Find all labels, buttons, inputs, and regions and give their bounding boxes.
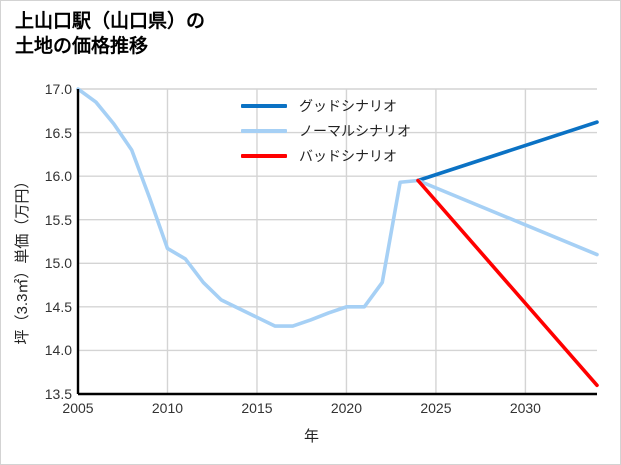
legend-item-label: バッドシナリオ	[299, 147, 397, 164]
legend-color-swatch	[241, 128, 287, 133]
series-lines	[76, 87, 599, 388]
series-line	[416, 178, 599, 388]
legend-item-label: グッドシナリオ	[299, 97, 397, 114]
legend-item[interactable]: グッドシナリオ	[241, 93, 411, 118]
legend-color-swatch	[241, 153, 287, 158]
y-axis-title: 坪（3.3㎡）単価（万円）	[1, 1, 31, 345]
x-tick-label: 2030	[509, 400, 541, 416]
x-tick-label: 2020	[330, 400, 363, 416]
y-tick-label: 15.0	[44, 255, 72, 272]
x-tick-label: 2005	[62, 400, 94, 416]
x-tick-label: 2010	[151, 400, 184, 416]
legend-item[interactable]: バッドシナリオ	[241, 143, 411, 168]
chart-legend: グッドシナリオ ノーマルシナリオ バッドシナリオ	[241, 93, 411, 168]
legend-color-swatch	[241, 103, 287, 108]
y-tick-label: 16.5	[44, 124, 72, 141]
y-tick-label: 17.0	[44, 81, 72, 97]
y-tick-label: 16.0	[44, 168, 72, 185]
gridlines	[77, 88, 597, 395]
y-axis-title-text: 坪（3.3㎡）単価（万円）	[14, 173, 31, 345]
series-line	[416, 120, 599, 183]
x-axis-title: 年	[303, 428, 319, 445]
series-line	[76, 87, 420, 328]
x-tick-label: 2015	[241, 400, 273, 416]
y-tick-label: 14.0	[44, 342, 72, 359]
x-tick-label: 2025	[420, 400, 452, 416]
page-title: 上山口駅（山口県）の 土地の価格推移	[15, 11, 206, 58]
y-tick-label: 15.5	[44, 211, 72, 228]
series-line	[416, 178, 599, 257]
y-tick-label: 13.5	[44, 386, 72, 402]
legend-item-label: ノーマルシナリオ	[299, 122, 411, 139]
legend-item[interactable]: ノーマルシナリオ	[241, 118, 411, 143]
axis-frame	[76, 89, 597, 396]
y-tick-label: 14.5	[44, 298, 72, 315]
